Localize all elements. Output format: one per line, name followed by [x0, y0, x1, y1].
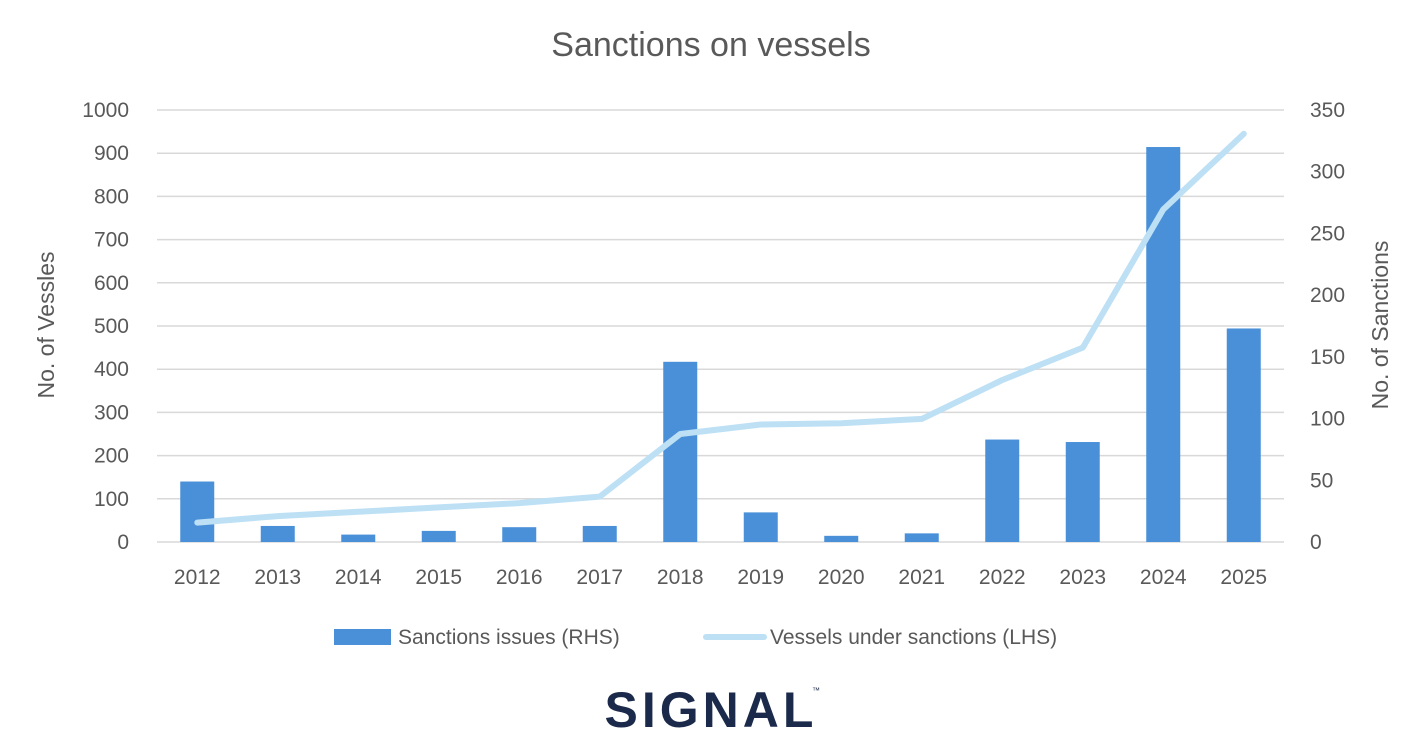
logo-trademark: ™: [812, 686, 820, 695]
bar: [260, 525, 295, 542]
gridlines: [157, 109, 1284, 543]
bar: [743, 512, 778, 542]
bar: [582, 525, 617, 542]
x-tick-label: 2016: [496, 566, 543, 589]
left-tick-label: 900: [94, 142, 129, 165]
legend: Sanctions issues (RHS) Vessels under san…: [334, 626, 1057, 649]
left-axis-ticks: 0 100 200 300 400 500 600 700 800 900 1000: [82, 99, 129, 554]
left-tick-label: 600: [94, 272, 129, 295]
x-tick-label: 2014: [335, 566, 382, 589]
left-tick-label: 800: [94, 185, 129, 208]
x-tick-label: 2018: [657, 566, 704, 589]
x-tick-label: 2012: [174, 566, 221, 589]
right-tick-label: 0: [1310, 531, 1322, 554]
bar: [1065, 442, 1100, 542]
right-tick-label: 200: [1310, 284, 1345, 307]
x-tick-label: 2025: [1220, 566, 1267, 589]
left-tick-label: 100: [94, 488, 129, 511]
x-tick-label: 2020: [818, 566, 865, 589]
signal-logo: SIGNAL ™: [605, 682, 820, 738]
bar: [1226, 328, 1261, 542]
bar: [985, 439, 1020, 542]
chart-title: Sanctions on vessels: [551, 26, 870, 64]
x-tick-label: 2019: [737, 566, 784, 589]
left-tick-label: 200: [94, 445, 129, 468]
left-tick-label: 400: [94, 358, 129, 381]
bar-series: [180, 147, 1261, 542]
right-tick-label: 100: [1310, 408, 1345, 431]
left-tick-label: 1000: [82, 99, 129, 122]
right-tick-label: 150: [1310, 346, 1345, 369]
bar: [824, 535, 859, 542]
bar: [180, 481, 215, 542]
line-series: [194, 130, 1247, 526]
bar: [904, 533, 939, 542]
logo-wordmark: SIGNAL: [605, 682, 818, 738]
right-tick-label: 350: [1310, 99, 1345, 122]
right-axis-title: No. of Sanctions: [1367, 241, 1393, 410]
left-tick-label: 0: [117, 531, 129, 554]
left-tick-label: 300: [94, 401, 129, 424]
x-tick-label: 2017: [576, 566, 623, 589]
x-tick-label: 2023: [1059, 566, 1106, 589]
legend-swatch-bars: [334, 629, 391, 645]
left-tick-label: 500: [94, 315, 129, 338]
x-tick-label: 2024: [1140, 566, 1187, 589]
legend-label-line: Vessels under sanctions (LHS): [770, 626, 1057, 649]
left-axis-title: No. of Vessles: [33, 251, 59, 398]
right-axis-ticks: 0 50 100 150 200 250 300 350: [1310, 99, 1345, 554]
x-tick-label: 2021: [898, 566, 945, 589]
bar: [421, 530, 456, 542]
line-path: [194, 130, 1247, 526]
legend-label-bars: Sanctions issues (RHS): [398, 626, 620, 649]
right-tick-label: 300: [1310, 161, 1345, 184]
left-tick-label: 700: [94, 229, 129, 252]
x-tick-label: 2013: [254, 566, 301, 589]
bar: [341, 534, 376, 542]
x-tick-label: 2022: [979, 566, 1026, 589]
right-tick-label: 250: [1310, 222, 1345, 245]
bar: [502, 527, 537, 542]
right-tick-label: 50: [1310, 469, 1333, 492]
x-axis-ticks: 2012 2013 2014 2015 2016 2017 2018 2019 2020 2021…: [174, 566, 1267, 589]
x-tick-label: 2015: [415, 566, 462, 589]
bar: [663, 361, 698, 542]
